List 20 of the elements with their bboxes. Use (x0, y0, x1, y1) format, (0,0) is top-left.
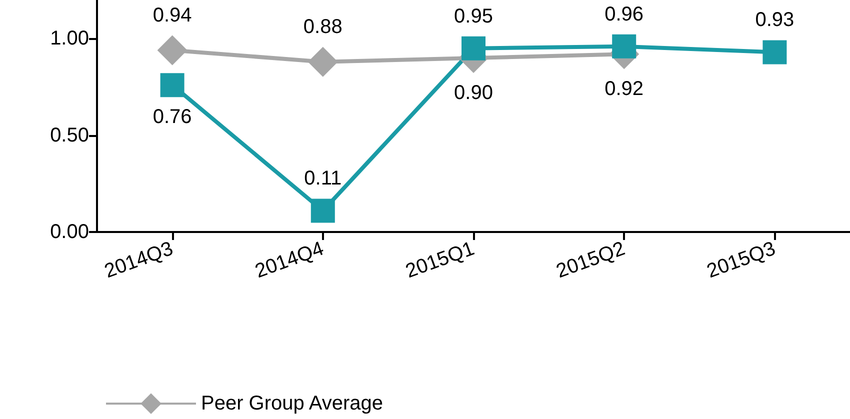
point (160, 73, 184, 98)
data-label: 0.76 (152, 106, 192, 128)
data-label: 0.11 (304, 168, 342, 190)
data-label: 0.95 (454, 5, 493, 28)
data-label: 0.94 (152, 4, 192, 26)
y-tick-label: 0.00 (50, 221, 89, 243)
data-label: 0.92 (604, 78, 644, 100)
point (308, 46, 338, 77)
point (310, 198, 335, 223)
y-tick-label: 1.00 (50, 28, 89, 50)
point (762, 40, 787, 64)
data-label: 0.93 (755, 9, 794, 32)
legend-label: Peer Group Average (201, 392, 383, 415)
point (462, 36, 486, 60)
point (157, 35, 188, 66)
y-tick-label: 0.50 (50, 124, 89, 146)
point (612, 34, 636, 58)
data-label: 0.96 (604, 3, 644, 26)
data-label: 0.88 (303, 16, 342, 38)
data-label: 0.90 (454, 82, 493, 104)
